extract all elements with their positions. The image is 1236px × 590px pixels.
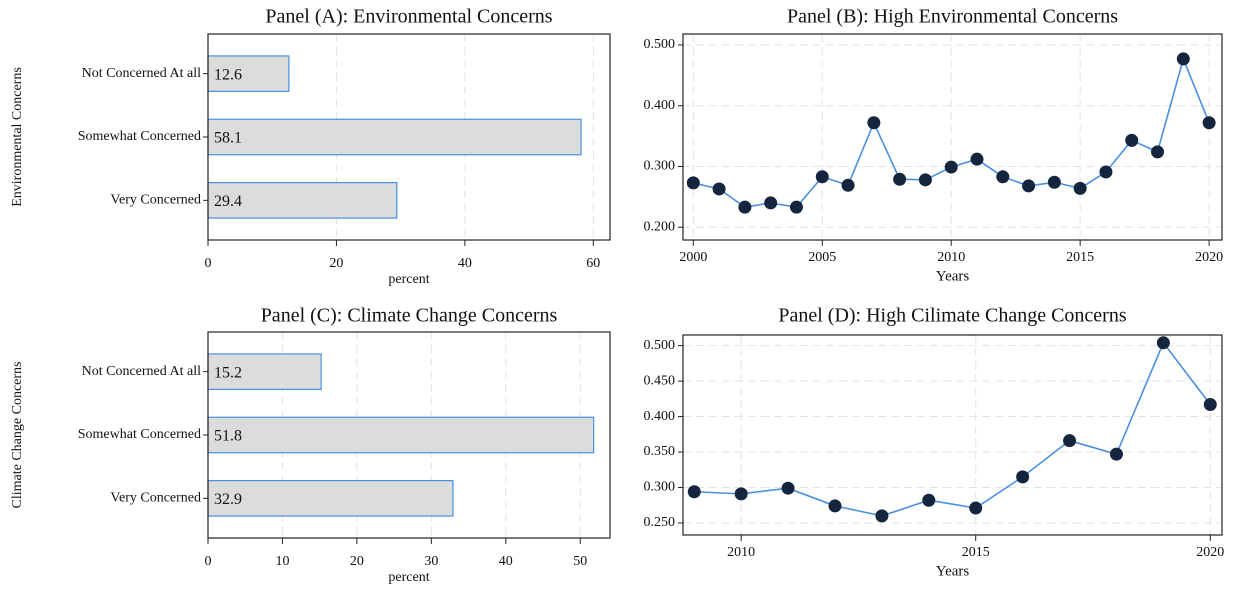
chart-title: Panel (C): Climate Change Concerns [261, 305, 558, 327]
x-tick-label: 20 [350, 554, 364, 569]
y-axis-title: Environmental Concerns [10, 67, 25, 207]
x-tick-label: 2015 [1066, 250, 1094, 265]
bar-value-label: 51.8 [214, 428, 242, 445]
data-point [828, 499, 842, 513]
plot-frame [682, 33, 1223, 241]
data-point [1156, 336, 1170, 350]
y-tick-label: 0.500 [644, 338, 676, 353]
y-tick-label: Very Concerned [110, 193, 201, 208]
data-point [1099, 165, 1113, 179]
data-point [1203, 398, 1217, 412]
x-tick-label: 2015 [962, 545, 990, 560]
data-point [712, 182, 726, 196]
data-point [875, 509, 889, 523]
bar [207, 118, 582, 156]
chart-title: Panel (A): Environmental Concerns [265, 6, 552, 28]
x-tick-label: 2010 [727, 545, 755, 560]
bar-value-label: 32.9 [214, 491, 242, 508]
data-point [1073, 181, 1087, 195]
data-point [1109, 447, 1123, 461]
y-tick-label: 0.200 [644, 219, 676, 234]
data-point [1022, 179, 1036, 193]
chart-title: Panel (D): High Cilimate Change Concerns [778, 305, 1126, 327]
data-point [918, 173, 932, 187]
x-tick-label: 40 [499, 554, 513, 569]
y-tick-label: Not Concerned At all [82, 66, 201, 81]
x-tick-label: 2000 [679, 250, 707, 265]
x-tick-label: 50 [573, 554, 587, 569]
data-point [734, 487, 748, 501]
data-point [1176, 52, 1190, 66]
x-tick-label: 2020 [1196, 545, 1224, 560]
y-tick-label: 0.400 [644, 409, 676, 424]
bar [207, 353, 322, 390]
bar-value-label: 15.2 [214, 364, 242, 381]
data-point [781, 481, 795, 495]
chart-title: Panel (B): High Environmental Concerns [787, 6, 1118, 28]
y-tick-label: 0.350 [644, 444, 676, 459]
y-tick-label: Very Concerned [110, 491, 201, 506]
bar-value-label: 12.6 [214, 66, 242, 83]
x-axis-title: Years [936, 268, 970, 284]
data-line [694, 341, 1211, 517]
x-tick-label: 60 [586, 256, 600, 271]
x-tick-label: 20 [329, 256, 343, 271]
data-point [1063, 434, 1077, 448]
y-tick-label: 0.400 [644, 98, 676, 113]
y-tick-label: Not Concerned At all [82, 364, 201, 379]
x-axis-title: percent [388, 570, 429, 585]
y-axis-title: Climate Change Concerns [10, 362, 25, 509]
y-tick-label: 0.250 [644, 515, 676, 530]
x-tick-label: 0 [205, 554, 212, 569]
data-point [841, 178, 855, 192]
data-point [1016, 470, 1030, 484]
y-tick-label: 0.300 [644, 480, 676, 495]
data-point [1047, 175, 1061, 189]
x-tick-label: 2010 [937, 250, 965, 265]
data-point [815, 170, 829, 184]
x-tick-label: 40 [458, 256, 472, 271]
data-point [944, 160, 958, 174]
plot-frame [207, 33, 611, 241]
y-tick-label: Somewhat Concerned [78, 129, 201, 144]
bar [207, 182, 398, 219]
x-tick-label: 30 [424, 554, 438, 569]
bar-value-label: 58.1 [214, 130, 242, 147]
data-point [1125, 133, 1139, 147]
bar-value-label: 29.4 [214, 193, 242, 210]
x-axis-title: Years [936, 563, 970, 579]
data-point [1202, 116, 1216, 130]
data-point [764, 196, 778, 210]
y-tick-label: Somewhat Concerned [78, 427, 201, 442]
data-point [738, 200, 752, 214]
plot-frame [682, 334, 1223, 536]
data-point [996, 170, 1010, 184]
plot-frame [207, 331, 611, 539]
y-tick-label: 0.300 [644, 159, 676, 174]
data-point [789, 200, 803, 214]
y-tick-label: 0.450 [644, 373, 676, 388]
bar [207, 55, 290, 93]
x-tick-label: 0 [205, 256, 212, 271]
data-point [922, 493, 936, 507]
data-point [867, 116, 881, 130]
data-point [970, 152, 984, 166]
bar [207, 416, 595, 454]
data-point [686, 176, 700, 190]
x-axis-title: percent [388, 272, 429, 287]
data-point [969, 501, 983, 515]
x-tick-label: 10 [275, 554, 289, 569]
bar [207, 480, 454, 517]
data-point [1151, 145, 1165, 159]
y-tick-label: 0.500 [644, 37, 676, 52]
x-tick-label: 2020 [1195, 250, 1223, 265]
data-point [893, 172, 907, 186]
x-tick-label: 2005 [808, 250, 836, 265]
data-point [687, 485, 701, 499]
